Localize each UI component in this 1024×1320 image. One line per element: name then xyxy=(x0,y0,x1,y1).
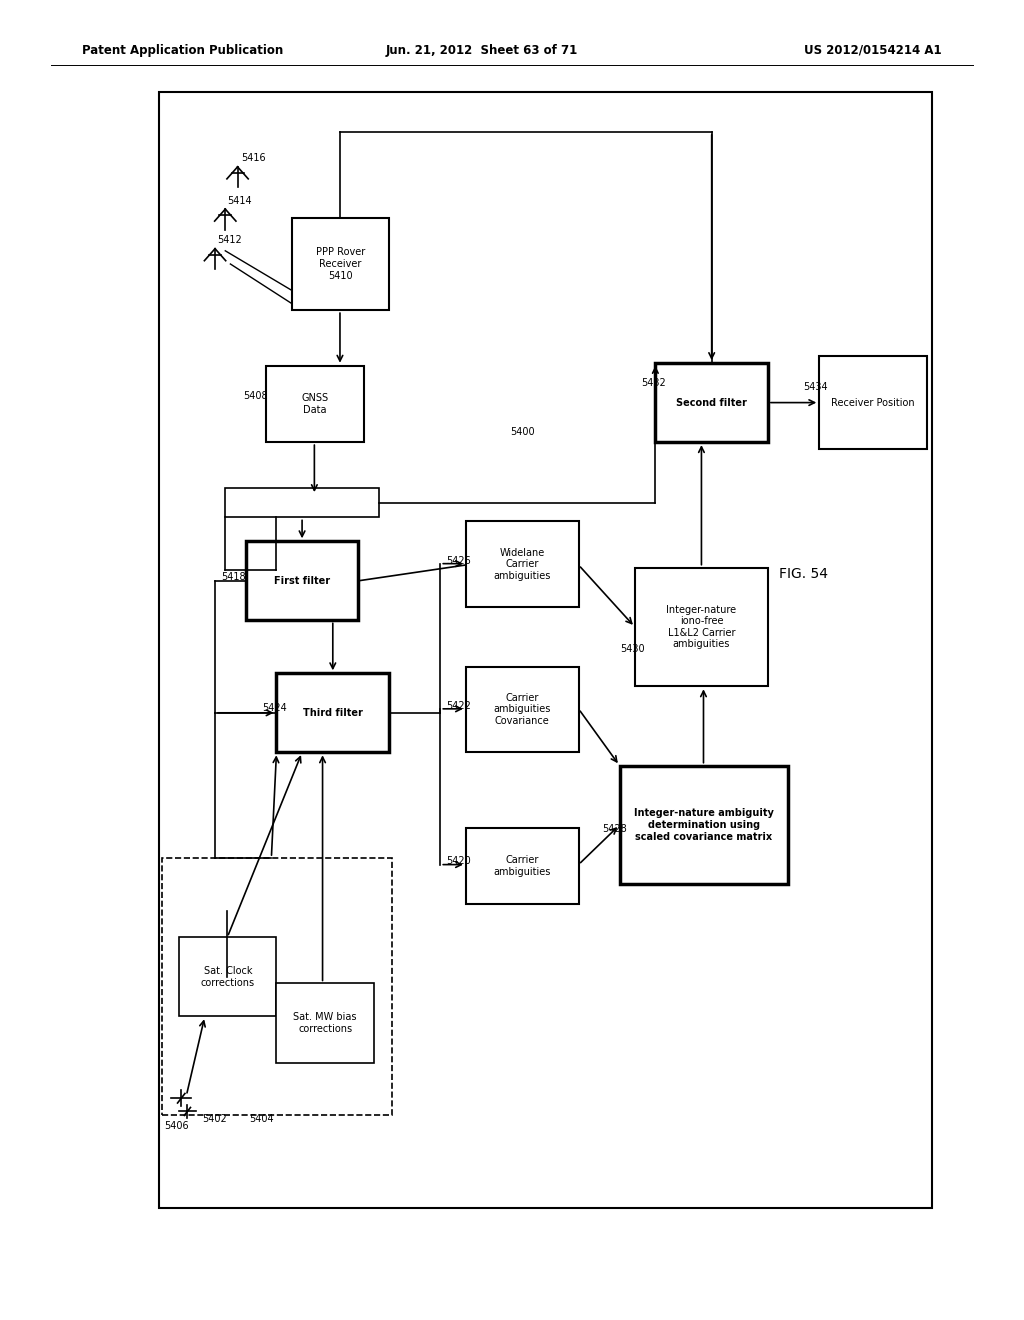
Text: 5402: 5402 xyxy=(203,1114,227,1125)
Text: 5400: 5400 xyxy=(510,426,535,437)
FancyBboxPatch shape xyxy=(292,218,389,310)
FancyBboxPatch shape xyxy=(466,828,579,904)
Text: Third filter: Third filter xyxy=(303,708,362,718)
Text: 5434: 5434 xyxy=(803,381,827,392)
FancyBboxPatch shape xyxy=(276,983,374,1063)
Text: Widelane
Carrier
ambiguities: Widelane Carrier ambiguities xyxy=(494,548,551,581)
Text: Patent Application Publication: Patent Application Publication xyxy=(82,44,284,57)
FancyBboxPatch shape xyxy=(635,568,768,686)
FancyBboxPatch shape xyxy=(225,488,379,517)
Text: 5428: 5428 xyxy=(602,824,627,834)
Text: 5426: 5426 xyxy=(446,556,471,566)
Text: 5416: 5416 xyxy=(242,153,266,164)
FancyBboxPatch shape xyxy=(159,92,932,1208)
Text: Second filter: Second filter xyxy=(676,397,748,408)
Text: 5404: 5404 xyxy=(249,1114,273,1125)
Text: FIG. 54: FIG. 54 xyxy=(779,568,828,581)
FancyBboxPatch shape xyxy=(266,366,364,442)
FancyBboxPatch shape xyxy=(246,541,358,620)
Text: 5430: 5430 xyxy=(621,644,645,655)
Text: Sat. MW bias
corrections: Sat. MW bias corrections xyxy=(293,1012,357,1034)
Text: US 2012/0154214 A1: US 2012/0154214 A1 xyxy=(805,44,942,57)
FancyBboxPatch shape xyxy=(620,766,788,884)
FancyBboxPatch shape xyxy=(819,356,927,449)
Text: Jun. 21, 2012  Sheet 63 of 71: Jun. 21, 2012 Sheet 63 of 71 xyxy=(385,44,578,57)
Text: Carrier
ambiguities
Covariance: Carrier ambiguities Covariance xyxy=(494,693,551,726)
Text: 5422: 5422 xyxy=(446,701,471,711)
Text: Integer-nature
iono-free
L1&L2 Carrier
ambiguities: Integer-nature iono-free L1&L2 Carrier a… xyxy=(667,605,736,649)
FancyBboxPatch shape xyxy=(466,667,579,752)
Text: 5418: 5418 xyxy=(221,572,246,582)
Text: GNSS
Data: GNSS Data xyxy=(301,393,329,414)
Text: 5420: 5420 xyxy=(446,855,471,866)
Text: Carrier
ambiguities: Carrier ambiguities xyxy=(494,855,551,876)
Text: 5424: 5424 xyxy=(262,702,287,713)
Text: 5432: 5432 xyxy=(641,378,666,388)
Text: 5408: 5408 xyxy=(244,391,268,401)
Text: PPP Rover
Receiver
5410: PPP Rover Receiver 5410 xyxy=(315,247,366,281)
FancyBboxPatch shape xyxy=(162,858,392,1115)
Text: Receiver Position: Receiver Position xyxy=(831,397,914,408)
FancyBboxPatch shape xyxy=(655,363,768,442)
Text: 5414: 5414 xyxy=(227,195,252,206)
Text: Integer-nature ambiguity
determination using
scaled covariance matrix: Integer-nature ambiguity determination u… xyxy=(634,808,774,842)
FancyBboxPatch shape xyxy=(179,937,276,1016)
FancyBboxPatch shape xyxy=(466,521,579,607)
Text: Sat. Clock
corrections: Sat. Clock corrections xyxy=(201,966,255,987)
Text: First filter: First filter xyxy=(274,576,330,586)
Text: 5406: 5406 xyxy=(164,1121,188,1131)
Text: 5412: 5412 xyxy=(217,235,242,246)
FancyBboxPatch shape xyxy=(276,673,389,752)
